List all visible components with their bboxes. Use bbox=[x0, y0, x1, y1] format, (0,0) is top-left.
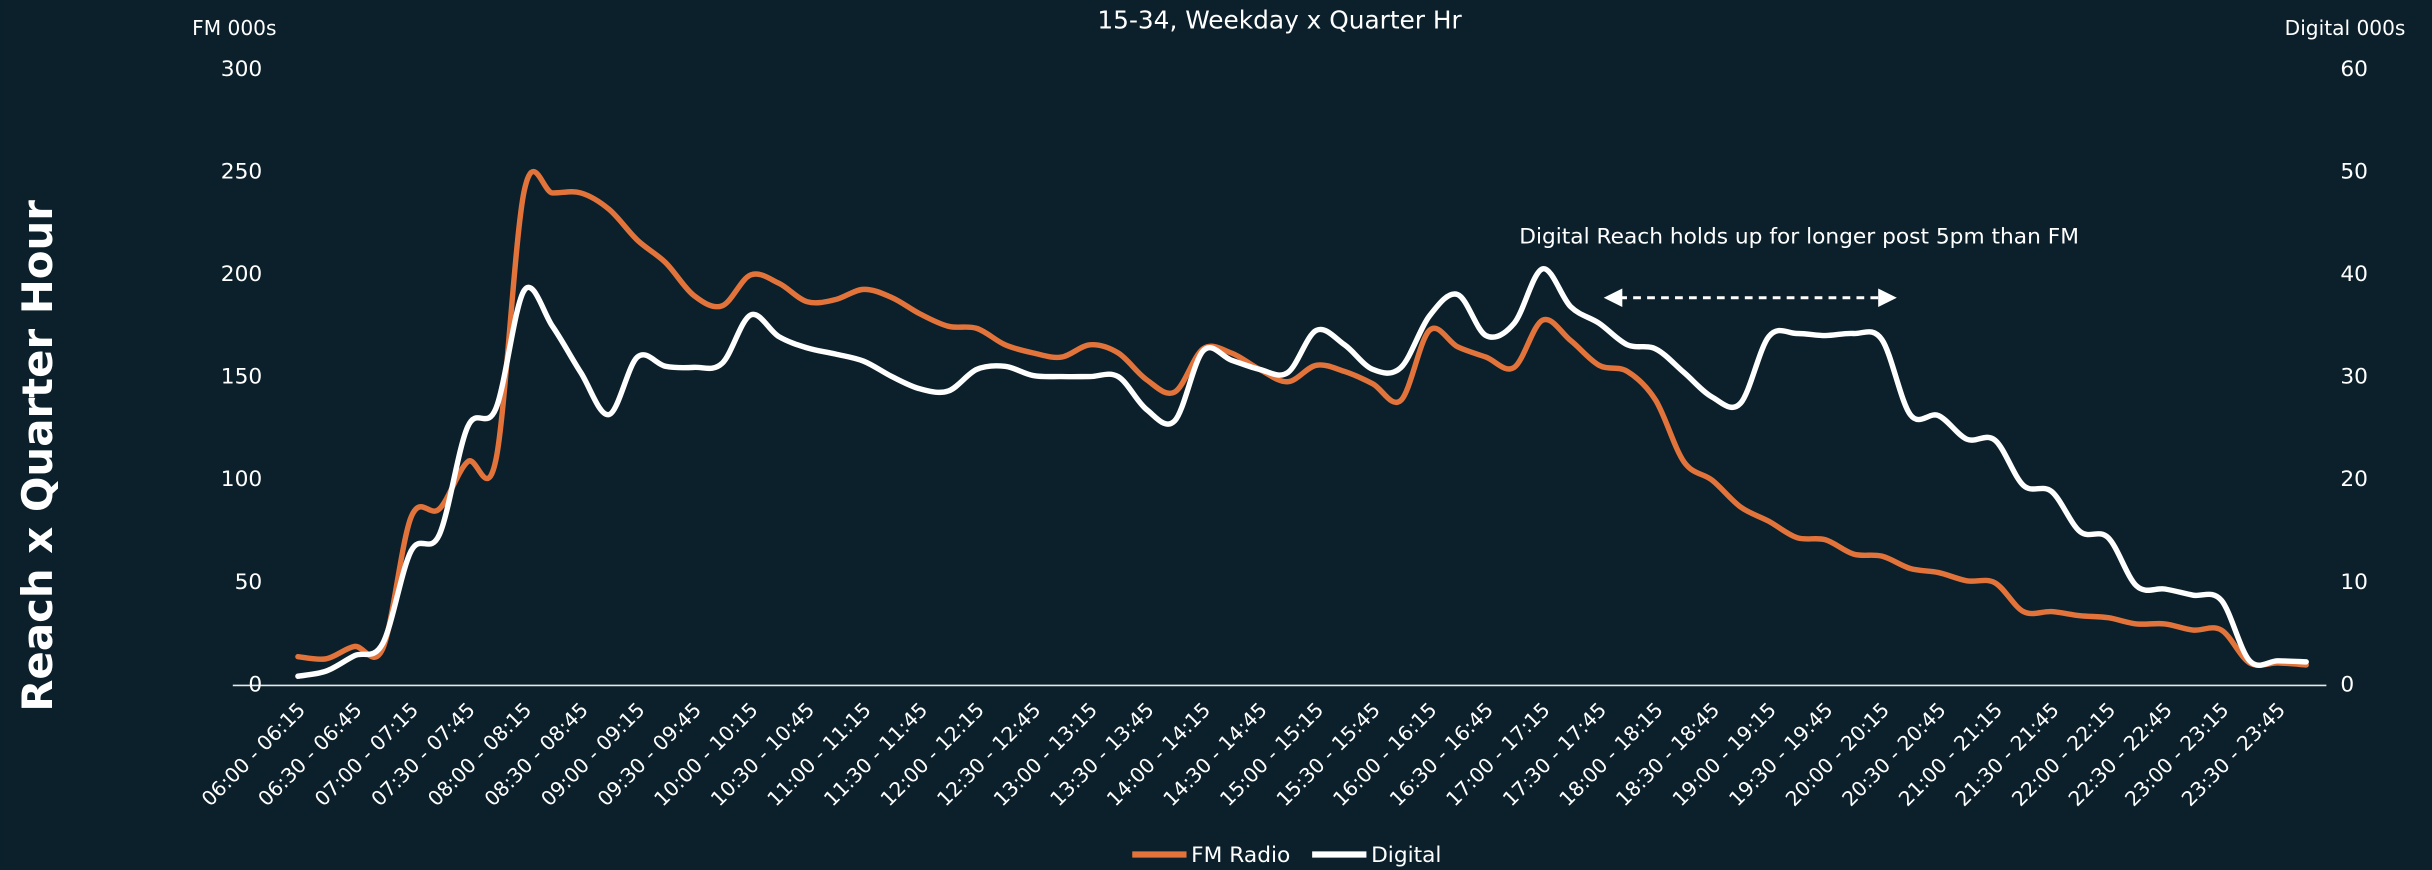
y2-axis-label: Digital 000s bbox=[2285, 16, 2406, 40]
y2-tick-label: 0 bbox=[2340, 672, 2354, 697]
y2-tick-label: 40 bbox=[2340, 262, 2368, 287]
y-tick-label: 250 bbox=[221, 159, 262, 184]
y-tick-label: 150 bbox=[221, 365, 262, 390]
arrow-head-right bbox=[1878, 288, 1897, 308]
legend-label: Digital bbox=[1371, 843, 1441, 868]
y-tick-label: 0 bbox=[248, 672, 262, 697]
arrow-head-left bbox=[1603, 288, 1623, 308]
y2-tick-label: 20 bbox=[2340, 467, 2368, 492]
y2-tick-label: 50 bbox=[2340, 159, 2368, 184]
annotation: Digital Reach holds up for longer post 5… bbox=[1519, 224, 2079, 249]
y-tick-label: 50 bbox=[235, 570, 263, 595]
annotation-arrow bbox=[1603, 288, 1897, 308]
series-line bbox=[295, 169, 2309, 668]
y2-tick-label: 10 bbox=[2340, 570, 2368, 595]
y-tick-label: 100 bbox=[221, 467, 262, 492]
y-tick-label: 300 bbox=[221, 57, 262, 82]
legend-label: FM Radio bbox=[1191, 843, 1290, 868]
y-axis-label: FM 000s bbox=[192, 16, 276, 40]
series-line bbox=[295, 266, 2309, 679]
chart-title: 15-34, Weekday x Quarter Hr bbox=[1097, 6, 1462, 35]
y-axis-title: Reach x Quarter Hour bbox=[13, 200, 62, 712]
y2-tick-label: 60 bbox=[2340, 57, 2368, 82]
y-tick-label: 200 bbox=[221, 262, 262, 287]
y2-tick-label: 30 bbox=[2340, 365, 2368, 390]
